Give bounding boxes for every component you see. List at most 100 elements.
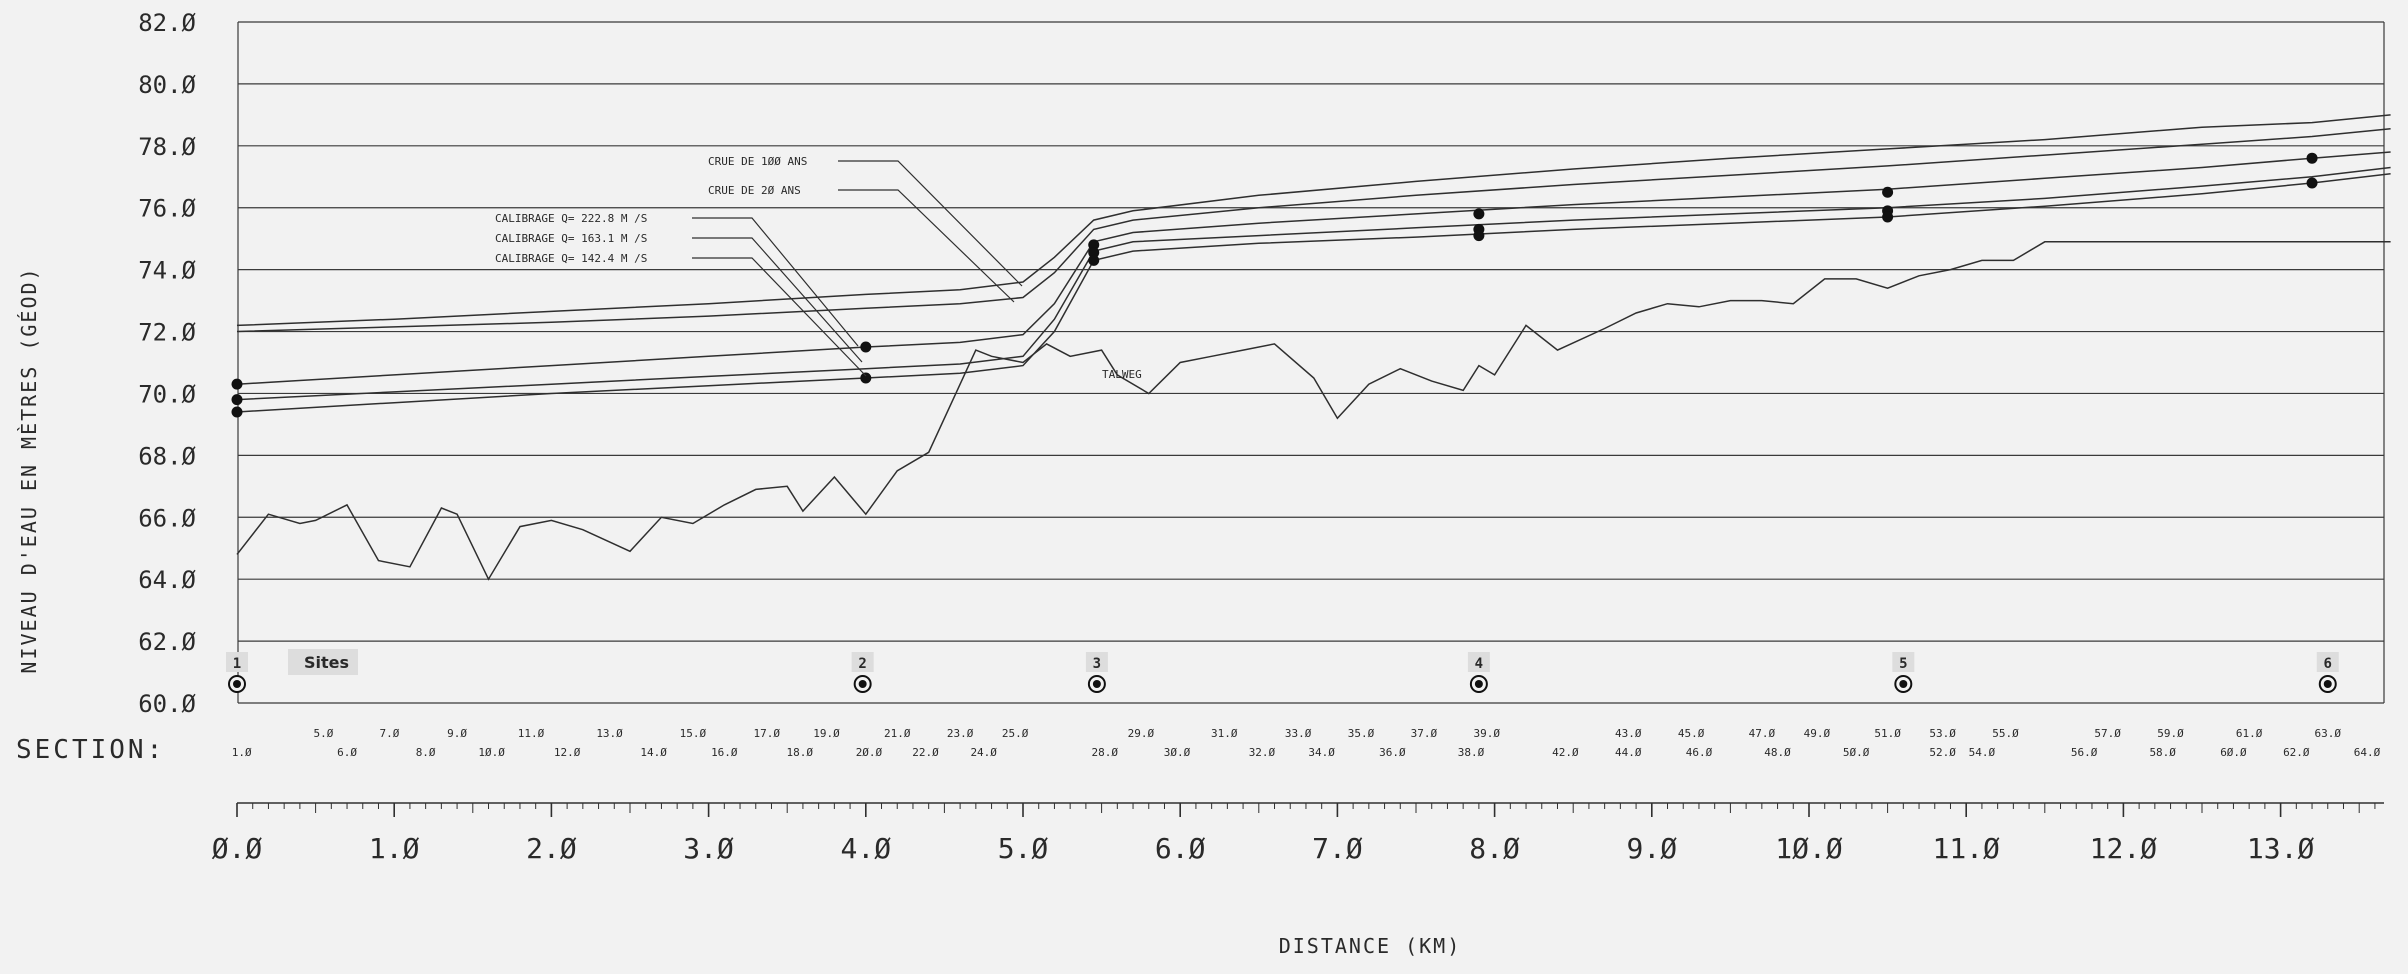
section-label-upper: 15.Ø: [680, 727, 707, 740]
x-tick-label: 8.Ø: [1469, 832, 1520, 865]
y-tick-label: 62.Ø: [138, 628, 196, 656]
section-label-lower: 12.Ø: [554, 746, 581, 759]
section-label-lower: 54.Ø: [1969, 746, 1996, 759]
x-tick-label: 12.Ø: [2090, 832, 2158, 865]
y-tick-label: 78.Ø: [138, 133, 196, 161]
x-axis-title: DISTANCE (KM): [1279, 934, 1462, 958]
section-label-lower: 3Ø.Ø: [1164, 746, 1191, 759]
section-label-upper: 55.Ø: [1992, 727, 2019, 740]
observed-point: [1088, 247, 1100, 259]
section-label-lower: 18.Ø: [787, 746, 814, 759]
section-label-lower: 64.Ø: [2354, 746, 2381, 759]
section-label-upper: 31.Ø: [1211, 727, 1238, 740]
x-tick-label: 7.Ø: [1312, 832, 1363, 865]
y-tick-label: 80.Ø: [138, 71, 196, 99]
site-number-box: [1085, 652, 1108, 672]
site-number: 5: [1899, 656, 1907, 672]
x-axis: Ø.Ø 1.Ø 2.Ø 3.Ø 4.Ø 5.Ø 6.Ø 7.Ø 8.Ø 9.Ø 1Ø.Ø 11.Ø 12…: [212, 802, 2384, 865]
y-axis-ticks: 60.Ø 62.Ø 64.Ø 66.Ø 68.Ø 70.Ø 72.Ø 74.Ø 76.Ø 78.Ø…: [138, 9, 196, 718]
series-line: [236, 114, 2391, 327]
x-tick-label: 11.Ø: [1932, 832, 2000, 865]
series-annotation-label: CALIBRAGE Q= 222.8 M /S: [495, 212, 647, 225]
series-annotation-label: CRUE DE 2Ø ANS: [708, 184, 801, 197]
section-label-lower: 46.Ø: [1686, 746, 1713, 759]
section-label-lower: 32.Ø: [1249, 746, 1276, 759]
observed-point: [1088, 254, 1100, 266]
section-label-upper: 19.Ø: [813, 727, 840, 740]
section-label-lower: 24.Ø: [970, 746, 997, 759]
x-tick-label: 5.Ø: [998, 832, 1049, 865]
site-number: 2: [858, 656, 866, 672]
annotation-leader-line: [692, 217, 859, 347]
section-label-upper: 51.Ø: [1874, 727, 1901, 740]
series-line: [236, 151, 2391, 385]
annotation-leader-line: [692, 257, 867, 377]
y-tick-label: 66.Ø: [138, 504, 196, 532]
observed-point: [860, 372, 872, 384]
site-number-box: [851, 652, 874, 672]
x-tick-label: 1.Ø: [369, 832, 420, 865]
talweg-label: TALWEG: [1102, 368, 1142, 381]
site-number-box: [1892, 652, 1915, 672]
section-label-lower: 2Ø.Ø: [856, 746, 883, 759]
observed-point: [1882, 186, 1894, 198]
sites-row: Sites 1 2 3 4 5 6: [226, 649, 2339, 693]
section-label-upper: 23.Ø: [947, 727, 974, 740]
site-number: 6: [2324, 656, 2332, 672]
site-marker-dot: [2323, 680, 2332, 688]
section-label-upper: 35.Ø: [1348, 727, 1375, 740]
y-tick-label: 64.Ø: [138, 566, 196, 594]
y-tick-label: 82.Ø: [138, 9, 196, 37]
series-line: [236, 172, 2391, 413]
section-label-lower: 58.Ø: [2149, 746, 2176, 759]
x-tick-label: 6.Ø: [1155, 832, 1206, 865]
annotation-leader-line: [692, 237, 863, 363]
x-tick-label: 3.Ø: [683, 832, 734, 865]
section-label-lower: 34.Ø: [1308, 746, 1335, 759]
observed-point: [231, 378, 243, 390]
observed-points: [231, 152, 2318, 418]
site-marker-dot: [858, 680, 867, 688]
section-label-lower: 14.Ø: [640, 746, 667, 759]
section-label-lower: 44.Ø: [1615, 746, 1642, 759]
x-tick-label: 9.Ø: [1627, 832, 1678, 865]
section-label-upper: 13.Ø: [596, 727, 623, 740]
section-label-upper: 49.Ø: [1804, 727, 1831, 740]
section-label-lower: 8.Ø: [416, 746, 436, 759]
section-label-lower: 1.Ø: [232, 746, 252, 759]
section-label-upper: 33.Ø: [1285, 727, 1312, 740]
observed-point: [231, 406, 243, 418]
x-tick-label: Ø.Ø: [212, 832, 263, 865]
sites-label-box: [288, 649, 358, 675]
observed-point: [231, 394, 243, 406]
sites-label: Sites: [304, 653, 349, 672]
section-label-lower: 42.Ø: [1552, 746, 1579, 759]
site-marker-dot: [1899, 680, 1908, 688]
section-label-upper: 63.Ø: [2315, 727, 2342, 740]
section-label-upper: 61.Ø: [2236, 727, 2263, 740]
section-label-upper: 47.Ø: [1749, 727, 1776, 740]
site-number: 4: [1475, 656, 1483, 672]
section-label-upper: 45.Ø: [1678, 727, 1705, 740]
observed-point: [1088, 239, 1100, 251]
section-label-upper: 25.Ø: [1002, 727, 1029, 740]
section-label-upper: 53.Ø: [1929, 727, 1956, 740]
section-label-lower: 56.Ø: [2071, 746, 2098, 759]
site-number-box: [2316, 652, 2339, 672]
section-label-lower: 38.Ø: [1458, 746, 1485, 759]
series-annotation-label: CALIBRAGE Q= 163.1 M /S: [495, 232, 647, 245]
section-label-lower: 1Ø.Ø: [478, 746, 505, 759]
section-row-title: SECTION:: [16, 735, 165, 765]
annotation-leader-line: [838, 160, 1023, 287]
x-tick-label: 1Ø.Ø: [1775, 832, 1843, 865]
series-annotation-label: CALIBRAGE Q= 142.4 M /S: [495, 252, 647, 265]
section-label-lower: 22.Ø: [912, 746, 939, 759]
section-label-upper: 5.Ø: [314, 727, 334, 740]
y-tick-label: 60.Ø: [138, 690, 196, 718]
x-tick-label: 2.Ø: [526, 832, 577, 865]
section-label-upper: 7.Ø: [380, 727, 400, 740]
data-series: [236, 114, 2391, 581]
section-label-upper: 57.Ø: [2094, 727, 2121, 740]
section-label-upper: 37.Ø: [1411, 727, 1438, 740]
